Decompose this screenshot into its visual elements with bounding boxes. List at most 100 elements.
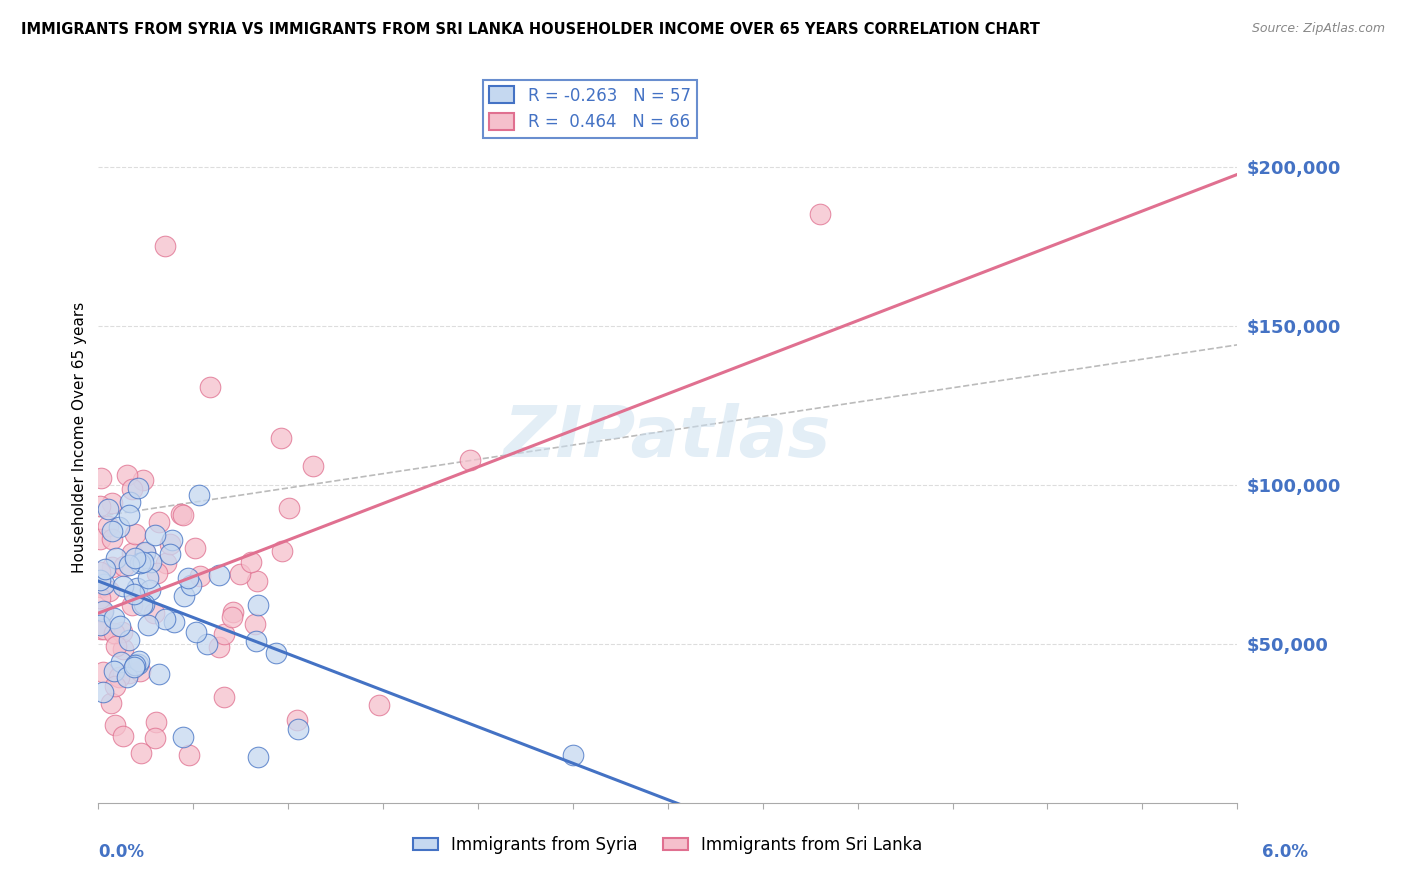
Y-axis label: Householder Income Over 65 years: Householder Income Over 65 years [72, 301, 87, 573]
Point [89, 565, 111, 579]
Point [184, 624, 207, 639]
Point [143, 528, 166, 542]
Point [177, 748, 200, 763]
Point [212, 690, 235, 705]
Point [89, 591, 111, 606]
Point [118, 666, 141, 681]
Point [94, 562, 117, 576]
Point [264, 646, 287, 660]
Point [90, 605, 112, 619]
Point [104, 551, 127, 566]
Point [221, 610, 243, 624]
Point [101, 496, 124, 510]
Point [173, 589, 195, 603]
Point [172, 730, 194, 744]
Point [212, 626, 235, 640]
Point [148, 667, 170, 681]
Legend: Immigrants from Syria, Immigrants from Sri Lanka: Immigrants from Syria, Immigrants from S… [406, 829, 929, 860]
Point [131, 598, 153, 612]
Point [163, 615, 186, 629]
Point [246, 750, 269, 764]
Point [125, 581, 148, 595]
Point [89, 574, 111, 588]
Point [153, 239, 176, 253]
Point [302, 459, 325, 474]
Point [245, 634, 267, 648]
Point [90, 622, 112, 636]
Point [246, 574, 269, 589]
Point [121, 483, 143, 497]
Point [104, 718, 127, 732]
Point [104, 639, 127, 653]
Point [112, 729, 135, 743]
Point [93, 577, 115, 591]
Point [155, 556, 177, 570]
Point [121, 546, 143, 560]
Point [200, 380, 222, 394]
Point [177, 571, 200, 585]
Point [128, 654, 150, 668]
Point [131, 473, 153, 487]
Point [129, 747, 152, 761]
Point [148, 515, 170, 529]
Point [180, 578, 202, 592]
Point [104, 679, 127, 693]
Point [243, 616, 266, 631]
Point [128, 664, 150, 678]
Point [117, 670, 139, 684]
Point [101, 559, 124, 574]
Point [160, 533, 183, 547]
Point [188, 488, 211, 502]
Text: ZIPatlas: ZIPatlas [505, 402, 831, 472]
Point [111, 625, 134, 640]
Point [124, 527, 146, 541]
Point [98, 583, 121, 598]
Point [270, 544, 292, 558]
Point [368, 698, 391, 712]
Point [118, 632, 141, 647]
Point [93, 684, 115, 698]
Point [136, 571, 159, 585]
Point [97, 501, 120, 516]
Point [103, 664, 125, 678]
Point [159, 547, 181, 561]
Point [127, 657, 149, 671]
Point [97, 518, 120, 533]
Text: 0.0%: 0.0% [98, 843, 145, 861]
Point [108, 619, 131, 633]
Point [278, 501, 301, 516]
Point [93, 665, 115, 680]
Point [460, 453, 482, 467]
Point [188, 569, 211, 583]
Point [145, 566, 167, 580]
Point [134, 546, 156, 560]
Point [90, 471, 112, 485]
Point [122, 587, 145, 601]
Point [139, 583, 162, 598]
Point [808, 207, 831, 221]
Point [112, 558, 135, 573]
Point [108, 670, 131, 684]
Point [89, 618, 111, 632]
Point [110, 655, 132, 669]
Point [91, 604, 114, 618]
Text: Source: ZipAtlas.com: Source: ZipAtlas.com [1251, 22, 1385, 36]
Point [100, 696, 122, 710]
Point [122, 660, 145, 674]
Point [127, 481, 149, 495]
Point [124, 658, 146, 673]
Point [561, 748, 585, 763]
Point [270, 431, 292, 445]
Point [120, 494, 142, 508]
Point [100, 533, 122, 547]
Point [111, 642, 134, 657]
Point [247, 599, 270, 613]
Point [208, 568, 231, 582]
Point [208, 640, 231, 655]
Point [184, 541, 207, 555]
Point [124, 550, 146, 565]
Point [132, 555, 155, 569]
Point [240, 555, 263, 569]
Point [129, 556, 152, 570]
Point [90, 580, 112, 594]
